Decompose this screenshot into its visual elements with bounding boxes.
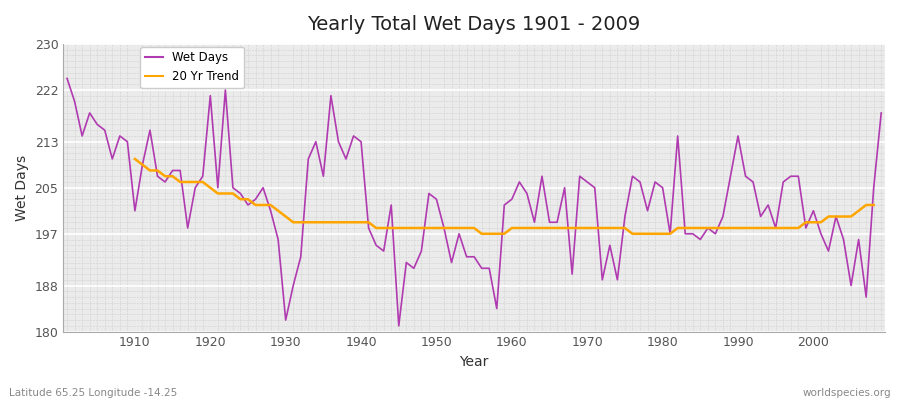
Legend: Wet Days, 20 Yr Trend: Wet Days, 20 Yr Trend xyxy=(140,47,244,88)
Text: Latitude 65.25 Longitude -14.25: Latitude 65.25 Longitude -14.25 xyxy=(9,388,177,398)
Y-axis label: Wet Days: Wet Days xyxy=(15,155,29,221)
Text: worldspecies.org: worldspecies.org xyxy=(803,388,891,398)
X-axis label: Year: Year xyxy=(460,355,489,369)
Title: Yearly Total Wet Days 1901 - 2009: Yearly Total Wet Days 1901 - 2009 xyxy=(308,15,641,34)
